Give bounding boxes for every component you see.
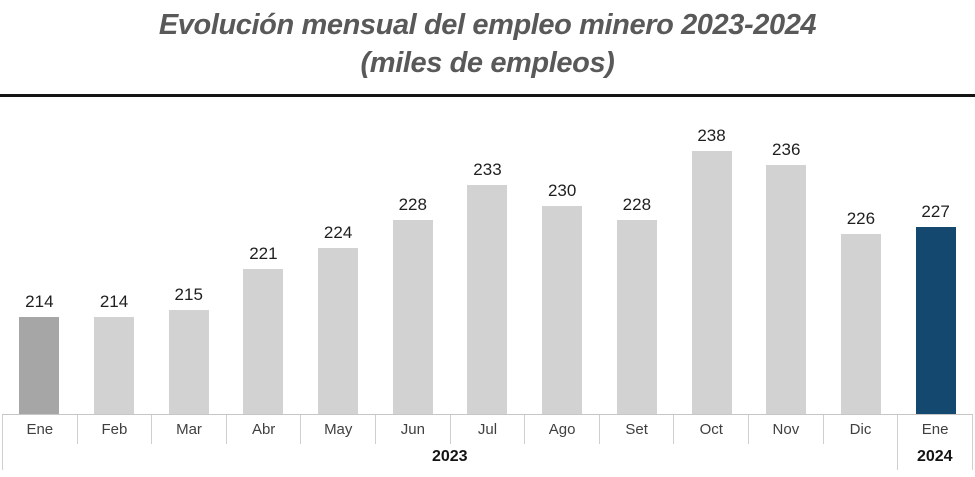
bar-jun-2023 xyxy=(392,220,433,414)
bar-column-jun-2023: 228 xyxy=(375,137,450,414)
bar-value-label: 230 xyxy=(547,181,577,200)
bar-column-ene-2024: 227 xyxy=(898,137,973,414)
bar-column-set-2023: 228 xyxy=(600,137,675,414)
bar-value-label: 236 xyxy=(772,140,801,159)
bar-ene-2024 xyxy=(915,227,956,414)
bar-may-2023 xyxy=(318,248,359,414)
x-axis: Ene Feb Mar Abr May Jun Jul Ago Set Oct Nov Dic Ene … xyxy=(0,414,975,470)
x-axis-month-row: Ene Feb Mar Abr May Jun Jul Ago Set Oct Nov Dic Ene xyxy=(2,414,973,444)
bar-column-oct-2023: 238 xyxy=(674,126,749,414)
x-axis-month-label: Dic xyxy=(824,415,899,444)
bar-value-label: 214 xyxy=(99,292,129,311)
x-axis-month-label: Ago xyxy=(525,415,600,444)
bar-column-nov-2023: 236 xyxy=(749,137,824,414)
bar-value-label: 215 xyxy=(174,285,203,304)
title-divider-rule xyxy=(0,94,975,97)
x-axis-year-label-2023: 2023 xyxy=(2,444,898,470)
chart-title: Evolución mensual del empleo minero 2023… xyxy=(0,6,975,82)
x-axis-month-label: Ene xyxy=(898,415,973,444)
x-axis-month-label: Mar xyxy=(152,415,227,444)
bar-value-label: 228 xyxy=(622,195,652,214)
bar-nov-2023 xyxy=(766,165,807,414)
x-axis-month-label: Feb xyxy=(78,415,153,444)
bar-column-feb-2023: 214 xyxy=(77,137,152,414)
bar-column-mar-2023: 215 xyxy=(151,137,226,414)
bar-jul-2023 xyxy=(467,185,508,414)
bar-column-may-2023: 224 xyxy=(301,137,376,414)
bar-set-2023 xyxy=(616,220,657,414)
x-axis-month-label: Jul xyxy=(451,415,526,444)
bar-value-label: 228 xyxy=(398,195,427,214)
chart-title-line1: Evolución mensual del empleo minero 2023… xyxy=(158,9,817,41)
bar-oct-2023 xyxy=(691,151,732,414)
bar-value-label: 226 xyxy=(846,209,876,228)
bar-abr-2023 xyxy=(243,269,284,414)
x-axis-month-label: Ene xyxy=(2,415,78,444)
x-axis-month-label: May xyxy=(301,415,377,444)
x-axis-month-label: Nov xyxy=(749,415,824,444)
bar-column-jul-2023: 233 xyxy=(450,137,525,414)
bar-mar-2023 xyxy=(168,310,209,414)
bar-column-ago-2023: 230 xyxy=(525,137,600,414)
bar-column-ene-2023: 214 xyxy=(2,137,77,414)
bar-value-label: 227 xyxy=(921,202,950,221)
x-axis-month-label: Set xyxy=(600,415,675,444)
bar-value-label: 224 xyxy=(323,223,353,242)
bar-feb-2023 xyxy=(94,317,135,414)
x-axis-month-label: Jun xyxy=(376,415,451,444)
bar-ago-2023 xyxy=(542,206,583,414)
chart-title-line2: (miles de empleos) xyxy=(360,47,615,79)
bar-value-label: 214 xyxy=(25,292,54,311)
bar-dic-2023 xyxy=(840,234,881,414)
bar-value-label: 238 xyxy=(697,126,726,145)
bar-column-dic-2023: 226 xyxy=(824,137,899,414)
bar-value-label: 233 xyxy=(473,160,502,179)
x-axis-month-label: Abr xyxy=(227,415,302,444)
bar-column-abr-2023: 221 xyxy=(226,137,301,414)
x-axis-year-label-2024: 2024 xyxy=(898,444,973,470)
bar-ene-2023 xyxy=(19,317,60,414)
plot-area: 214 214 215 221 224 228 233 230 228 238 236 226 227 xyxy=(0,97,975,414)
bar-value-label: 221 xyxy=(249,244,278,263)
x-axis-year-row: 2023 2024 xyxy=(2,444,973,470)
x-axis-month-label: Oct xyxy=(674,415,750,444)
